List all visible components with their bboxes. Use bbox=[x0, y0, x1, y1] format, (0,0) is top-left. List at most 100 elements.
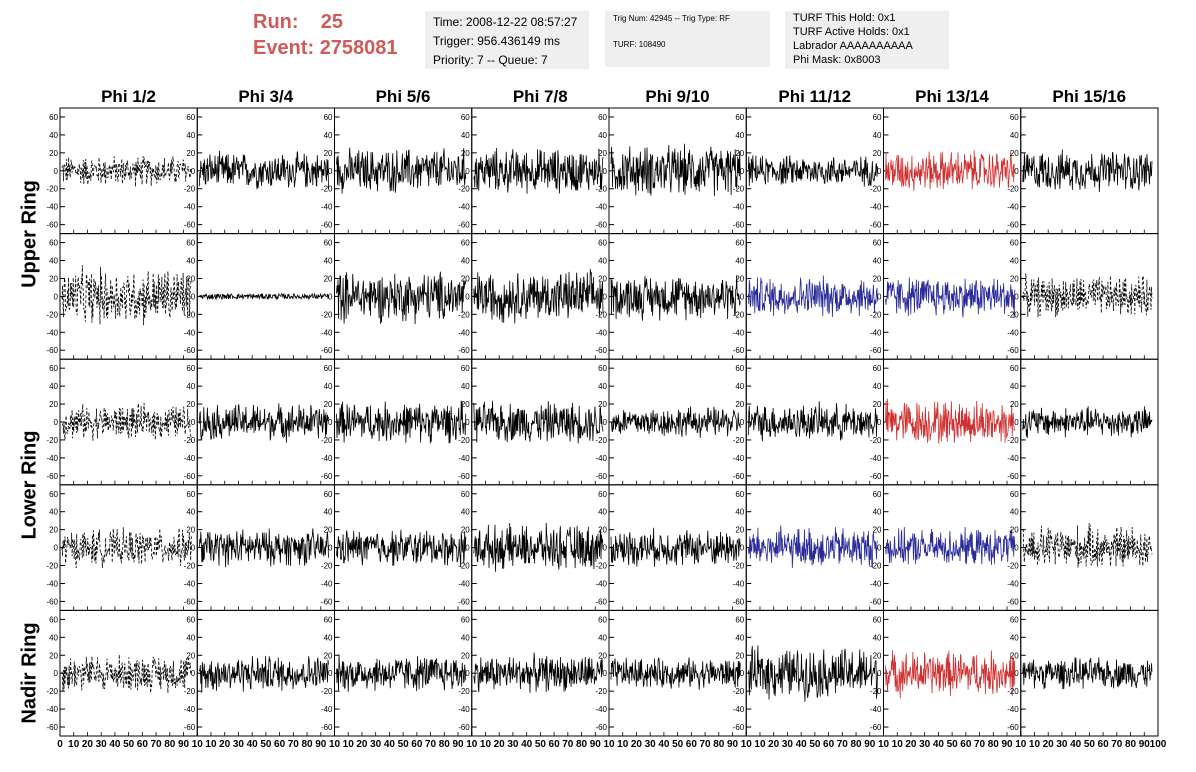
y-tick-label: 40 bbox=[735, 508, 744, 517]
y-tick-label: -40 bbox=[733, 328, 745, 337]
trig-info-box: Trig Num: 42945 -- Trig Type: RF TURF: 1… bbox=[605, 11, 770, 67]
y-tick-label: 0 bbox=[603, 167, 608, 176]
x-tick-label: 20 bbox=[82, 739, 94, 750]
waveform-trace bbox=[198, 292, 329, 301]
time-text: Time: 2008-12-22 08:57:27 bbox=[433, 15, 578, 29]
labrador-text: Labrador AAAAAAAAAA bbox=[793, 40, 913, 52]
y-tick-label: -40 bbox=[870, 328, 882, 337]
y-tick-label: -20 bbox=[321, 687, 333, 696]
x-tick-label: 30 bbox=[233, 739, 245, 750]
y-tick-label: -40 bbox=[1007, 579, 1019, 588]
y-tick-label: 20 bbox=[598, 400, 607, 409]
y-tick-label: 20 bbox=[735, 149, 744, 158]
y-tick-label: 0 bbox=[1014, 669, 1019, 678]
waveform-trace bbox=[747, 401, 878, 442]
y-tick-label: -40 bbox=[321, 705, 333, 714]
y-tick-label: -20 bbox=[870, 436, 882, 445]
x-tick-label: 70 bbox=[562, 739, 574, 750]
y-tick-label: 0 bbox=[328, 418, 333, 427]
y-tick-label: 0 bbox=[465, 544, 470, 553]
y-tick-label: 60 bbox=[735, 364, 744, 373]
x-tick-label: 40 bbox=[1070, 739, 1082, 750]
y-tick-label: 60 bbox=[598, 239, 607, 248]
y-tick-label: 20 bbox=[735, 400, 744, 409]
y-tick-label: -60 bbox=[1007, 221, 1019, 230]
y-tick-label: -60 bbox=[184, 472, 196, 481]
x-tick-label: 70 bbox=[837, 739, 849, 750]
y-tick-label: 20 bbox=[49, 149, 58, 158]
y-tick-label: 0 bbox=[54, 544, 59, 553]
y-tick-label: 0 bbox=[328, 167, 333, 176]
column-title: Phi 11/12 bbox=[778, 87, 852, 106]
trig-text: Trig Num: 42945 -- Trig Type: RF bbox=[613, 14, 730, 23]
waveform-trace bbox=[473, 652, 604, 693]
y-tick-label: 60 bbox=[873, 113, 882, 122]
run-row: Run: 25 bbox=[253, 9, 398, 35]
x-tick-label: 20 bbox=[905, 739, 917, 750]
panel-frame bbox=[59, 484, 198, 611]
y-tick-label: -20 bbox=[733, 436, 745, 445]
y-tick-label: -20 bbox=[733, 185, 745, 194]
y-tick-label: 40 bbox=[1010, 131, 1019, 140]
y-tick-label: 60 bbox=[49, 113, 58, 122]
waveform-trace bbox=[61, 527, 192, 569]
y-tick-label: -20 bbox=[1007, 687, 1019, 696]
y-tick-label: -20 bbox=[1007, 185, 1019, 194]
y-tick-label: 0 bbox=[740, 418, 745, 427]
x-tick-label: 90 bbox=[727, 739, 739, 750]
y-tick-label: -60 bbox=[870, 472, 882, 481]
x-tick-label: 90 bbox=[1139, 739, 1151, 750]
y-tick-label: 40 bbox=[873, 382, 882, 391]
y-tick-label: 20 bbox=[49, 274, 58, 283]
y-tick-label: 60 bbox=[324, 490, 333, 499]
x-tick-label: 0 bbox=[57, 739, 63, 750]
y-tick-label: -60 bbox=[458, 723, 470, 732]
waveform-trace bbox=[747, 525, 878, 569]
y-tick-label: -40 bbox=[870, 705, 882, 714]
y-tick-label: -20 bbox=[1007, 436, 1019, 445]
y-tick-label: -20 bbox=[595, 562, 607, 571]
y-tick-label: 60 bbox=[1010, 113, 1019, 122]
x-tick-label: 80 bbox=[713, 739, 725, 750]
y-tick-label: -60 bbox=[595, 221, 607, 230]
y-tick-label: 20 bbox=[186, 526, 195, 535]
y-tick-label: 60 bbox=[598, 364, 607, 373]
y-tick-label: 0 bbox=[877, 292, 882, 301]
y-tick-label: 40 bbox=[873, 508, 882, 517]
y-tick-label: -40 bbox=[458, 579, 470, 588]
waveform-trace bbox=[336, 147, 467, 194]
x-tick-label: 60 bbox=[549, 739, 561, 750]
y-tick-label: -40 bbox=[733, 203, 745, 212]
waveform-trace bbox=[610, 406, 741, 438]
y-tick-label: -60 bbox=[733, 346, 745, 355]
x-tick-label: 100 bbox=[1150, 739, 1167, 750]
y-tick-label: 0 bbox=[740, 167, 745, 176]
waveform-trace bbox=[198, 528, 329, 568]
y-tick-label: -20 bbox=[184, 185, 196, 194]
y-tick-label: 20 bbox=[461, 400, 470, 409]
y-tick-label: -20 bbox=[321, 436, 333, 445]
y-tick-label: 40 bbox=[186, 131, 195, 140]
y-tick-label: 0 bbox=[877, 544, 882, 553]
y-tick-label: -20 bbox=[458, 185, 470, 194]
waveform-trace bbox=[336, 271, 467, 325]
y-tick-label: -60 bbox=[595, 346, 607, 355]
x-tick-label: 70 bbox=[425, 739, 437, 750]
y-tick-label: 40 bbox=[49, 257, 58, 266]
y-tick-label: 60 bbox=[735, 615, 744, 624]
y-tick-label: 40 bbox=[49, 508, 58, 517]
y-tick-label: 0 bbox=[877, 669, 882, 678]
y-tick-label: 60 bbox=[461, 364, 470, 373]
y-tick-label: 60 bbox=[735, 490, 744, 499]
y-tick-label: 0 bbox=[328, 544, 333, 553]
column-title: Phi 13/14 bbox=[915, 87, 989, 106]
y-tick-label: 60 bbox=[461, 113, 470, 122]
column-title: Phi 3/4 bbox=[238, 87, 294, 106]
y-tick-label: 60 bbox=[598, 490, 607, 499]
y-tick-label: 20 bbox=[324, 274, 333, 283]
y-tick-label: -40 bbox=[1007, 203, 1019, 212]
x-tick-label: 70 bbox=[1111, 739, 1123, 750]
y-tick-label: -40 bbox=[1007, 328, 1019, 337]
y-tick-label: 0 bbox=[54, 669, 59, 678]
y-tick-label: 40 bbox=[186, 382, 195, 391]
